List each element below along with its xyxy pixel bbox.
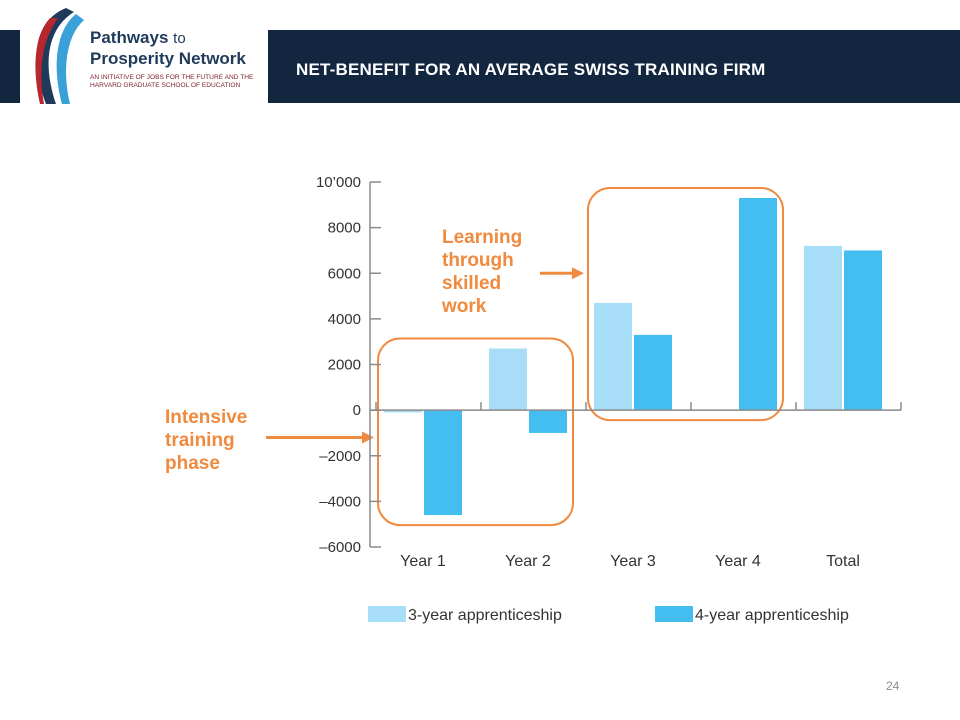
annotation-text-line: Intensive xyxy=(165,407,247,428)
bar-4yr-year-1 xyxy=(424,410,462,516)
legend-swatch xyxy=(655,606,693,622)
y-tick-label: 10’000 xyxy=(316,174,361,191)
highlight-box-2 xyxy=(587,186,784,422)
annotation-text-line: skilled xyxy=(442,273,501,294)
y-tick-label: 2000 xyxy=(328,357,361,374)
annotation-arrow-head xyxy=(572,267,584,280)
bar-4yr-total xyxy=(844,250,882,411)
bar-3yr-total xyxy=(804,245,842,411)
bar-4yr-year-4 xyxy=(739,197,777,411)
bar-4yr-year-2 xyxy=(529,410,567,433)
highlight-box-1 xyxy=(377,337,574,527)
bar-4yr-year-3 xyxy=(634,334,672,411)
legend-label: 3-year apprenticeship xyxy=(408,607,562,624)
pathways-logo-icon xyxy=(35,8,84,104)
logo: Pathways to Prosperity Network AN INITIA… xyxy=(20,0,268,108)
x-tick-label: Year 4 xyxy=(715,553,761,570)
bar-3yr-year-1 xyxy=(384,410,422,413)
y-tick-label: 4000 xyxy=(328,311,361,328)
logo-title-line2: Prosperity Network xyxy=(90,49,246,68)
annotation-text-line: phase xyxy=(165,453,220,474)
legend-label: 4-year apprenticeship xyxy=(695,607,849,624)
x-tick-label: Year 3 xyxy=(610,553,656,570)
bar-3yr-year-3 xyxy=(594,302,632,411)
annotation-text-line: work xyxy=(441,296,487,317)
y-tick-label: –4000 xyxy=(319,493,361,510)
page-number: 24 xyxy=(886,679,900,693)
logo-subtitle: AN INITIATIVE OF JOBS FOR THE FUTURE AND… xyxy=(90,74,254,89)
y-tick-label: 8000 xyxy=(328,220,361,237)
y-tick-label: 6000 xyxy=(328,265,361,282)
x-tick-label: Total xyxy=(826,553,860,570)
legend-swatch xyxy=(368,606,406,622)
logo-title-line1: Pathways to xyxy=(90,28,186,47)
y-tick-label: –6000 xyxy=(319,539,361,556)
bar-3yr-year-2 xyxy=(489,348,527,411)
slide-title: NET-BENEFIT FOR AN AVERAGE SWISS TRAININ… xyxy=(296,60,766,79)
annotation-text-line: through xyxy=(442,250,514,271)
x-tick-label: Year 2 xyxy=(505,553,551,570)
annotation-arrow-head xyxy=(362,431,374,444)
annotation-text-line: training xyxy=(165,430,235,451)
x-tick-label: Year 1 xyxy=(400,553,446,570)
y-tick-label: –2000 xyxy=(319,448,361,465)
annotation-text-line: Learning xyxy=(442,227,522,248)
y-tick-label: 0 xyxy=(353,402,361,419)
